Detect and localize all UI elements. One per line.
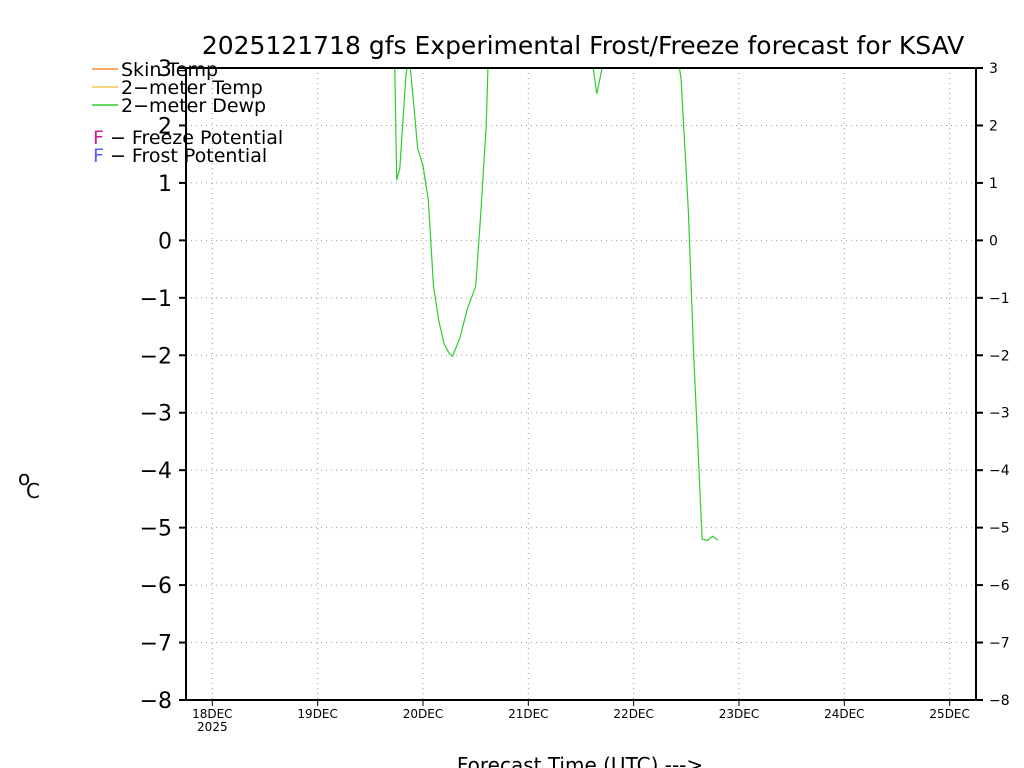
- potential-legend-entry: F − Freeze Potential: [93, 127, 283, 149]
- potential-legend-letter: F: [93, 127, 104, 149]
- y-tick-label-right: −4: [989, 463, 1010, 479]
- dewpoint-series-line: [592, 68, 603, 95]
- y-axis-label-unit: C: [26, 479, 40, 503]
- potential-legend-letter: F: [93, 145, 104, 167]
- y-tick-label-right: −2: [989, 348, 1010, 364]
- y-tick-label-left: −3: [140, 402, 172, 427]
- potential-legend-label: − Freeze Potential: [104, 127, 283, 149]
- y-tick-label-right: 0: [989, 233, 998, 249]
- legend-label: 2−meter Temp: [121, 77, 263, 99]
- y-tick-label-left: 1: [158, 172, 172, 197]
- chart-title: 2025121718 gfs Experimental Frost/Freeze…: [202, 31, 964, 60]
- y-tick-label-left: −6: [140, 574, 172, 599]
- y-tick-label-left: −5: [140, 517, 172, 542]
- y-tick-label-right: 2: [989, 118, 998, 134]
- x-tick-label: 21DEC: [508, 707, 548, 721]
- series-layer: [394, 68, 719, 541]
- x-tick-label: 23DEC: [719, 707, 759, 721]
- legend-label: 2−meter Dewp: [121, 95, 266, 117]
- y-tick-label-left: 3: [158, 57, 172, 82]
- y-tick-label-right: −1: [989, 291, 1010, 307]
- y-tick-label-right: 3: [989, 61, 998, 77]
- dewpoint-series-line: [394, 68, 408, 181]
- x-tick-sublabel-year: 2025: [197, 720, 228, 734]
- y-tick-label-left: 2: [158, 114, 172, 139]
- y-tick-label-left: −4: [140, 459, 172, 484]
- y-tick-label-left: 0: [158, 229, 172, 254]
- dewpoint-series-line: [409, 68, 489, 358]
- y-tick-label-right: −6: [989, 578, 1010, 594]
- x-tick-label: 24DEC: [824, 707, 864, 721]
- x-tick-label: 18DEC: [192, 707, 232, 721]
- x-tick-label: 19DEC: [297, 707, 337, 721]
- y-tick-label-right: −8: [989, 693, 1010, 709]
- series-clip: [394, 68, 719, 541]
- dewpoint-series-line: [678, 68, 719, 541]
- y-tick-label-right: −3: [989, 406, 1010, 422]
- y-tick-label-left: −7: [140, 632, 172, 657]
- y-tick-label-right: −7: [989, 636, 1010, 652]
- legend-label: Skin Temp: [121, 59, 218, 81]
- y-axis-label-degree: o: [18, 466, 30, 490]
- x-tick-label: 20DEC: [403, 707, 443, 721]
- potential-legend-entry: F − Frost Potential: [93, 145, 267, 167]
- x-tick-label: 22DEC: [613, 707, 653, 721]
- y-tick-label-left: −2: [140, 344, 172, 369]
- y-tick-label-right: −5: [989, 521, 1010, 537]
- y-axis-label: o C: [18, 466, 40, 503]
- x-axis-ticks: 18DEC 19DEC 20DEC 21DEC 22DEC 23DEC 24DEC 25DEC…: [192, 700, 970, 734]
- x-axis-label: Forecast Time (UTC) --->: [457, 753, 703, 768]
- y-axis-ticks: 3 3 2 2 1 1 0 0 −1 −1 −2 −2 −3 −3 −4 −4 −5 −5 −6 −6 −7 −7 −8 −8: [140, 57, 1010, 714]
- potential-legend-label: − Frost Potential: [104, 145, 267, 167]
- grid: [186, 68, 976, 700]
- y-tick-label-left: −1: [140, 287, 172, 312]
- y-tick-label-left: −8: [140, 689, 172, 714]
- plot-frame: [185, 67, 977, 701]
- y-tick-label-right: 1: [989, 176, 998, 192]
- x-tick-label: 25DEC: [929, 707, 969, 721]
